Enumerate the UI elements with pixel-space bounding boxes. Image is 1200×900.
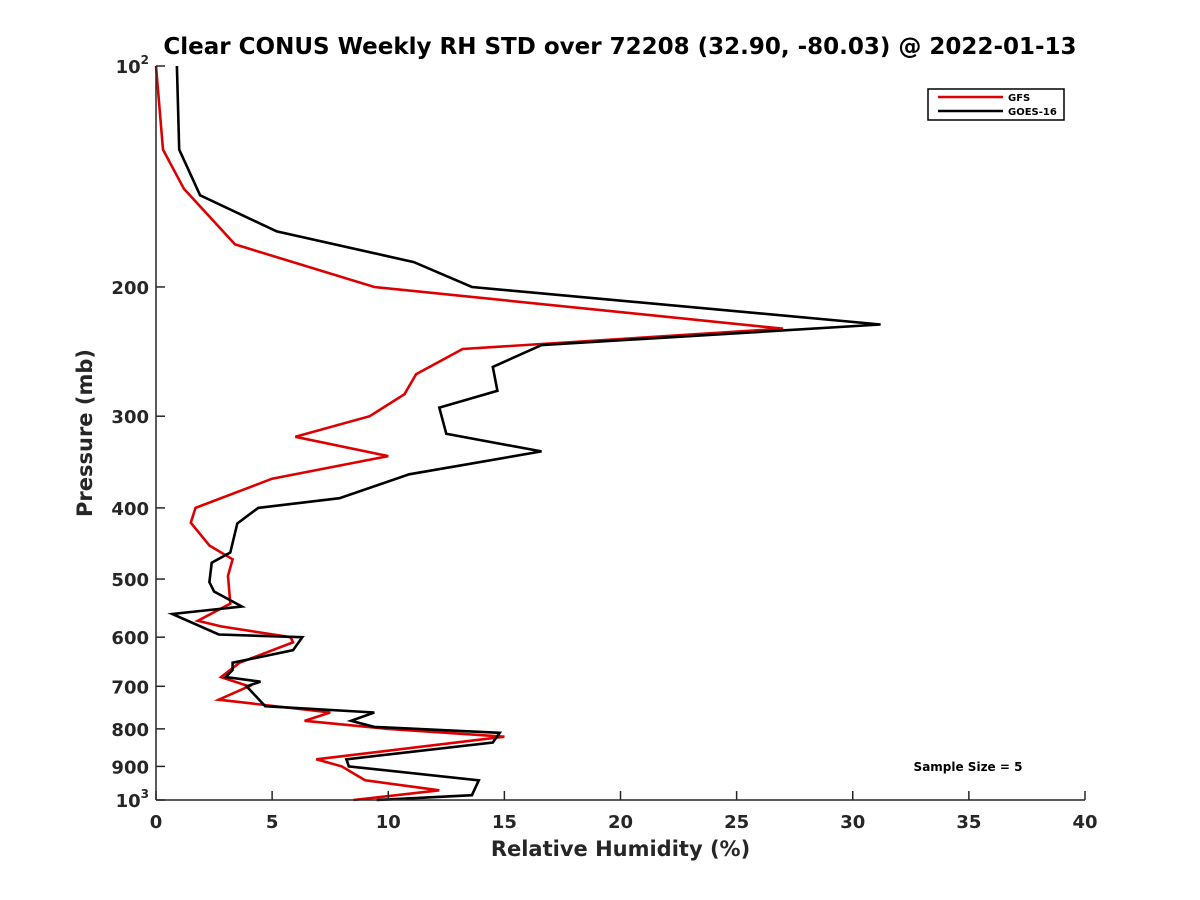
y-tick-label: 200 — [111, 278, 149, 299]
y-tick-label: 500 — [111, 570, 149, 591]
axes-layer: 0 5 10 15 20 25 30 35 40 102 200 300 400 500 600 700 800… — [111, 53, 1097, 833]
x-tick-label: 30 — [840, 812, 865, 833]
legend-box — [927, 88, 1065, 121]
y-tick-label: 400 — [111, 499, 149, 520]
legend: GFS GOES-16 — [927, 88, 1065, 121]
chart-title: Clear CONUS Weekly RH STD over 72208 (32… — [163, 34, 1076, 60]
legend-entry-goes16: GOES-16 — [1008, 107, 1057, 118]
series-layer — [154, 65, 881, 802]
y-tick-label: 103 — [116, 787, 149, 812]
y-axis-label: Pressure (mb) — [73, 349, 97, 517]
y-tick-label: 900 — [111, 757, 149, 778]
x-tick-label: 10 — [376, 812, 401, 833]
x-tick-label: 40 — [1072, 812, 1097, 833]
y-tick-label: 300 — [111, 407, 149, 428]
series-line-goes-16 — [167, 65, 881, 802]
x-tick-label: 20 — [608, 812, 633, 833]
sample-size-annotation: Sample Size = 5 — [914, 760, 1023, 774]
x-axis-label: Relative Humidity (%) — [491, 837, 750, 861]
x-tick-label: 0 — [150, 812, 163, 833]
x-tick-label: 15 — [492, 812, 517, 833]
x-tick-label: 25 — [724, 812, 749, 833]
y-tick-label: 102 — [116, 53, 149, 78]
series-line-gfs — [154, 65, 784, 802]
y-tick-label: 600 — [111, 628, 149, 649]
y-tick-label: 700 — [111, 677, 149, 698]
y-tick-label: 800 — [111, 720, 149, 741]
legend-entry-gfs: GFS — [1008, 93, 1030, 104]
x-tick-label: 5 — [266, 812, 279, 833]
x-tick-label: 35 — [956, 812, 981, 833]
